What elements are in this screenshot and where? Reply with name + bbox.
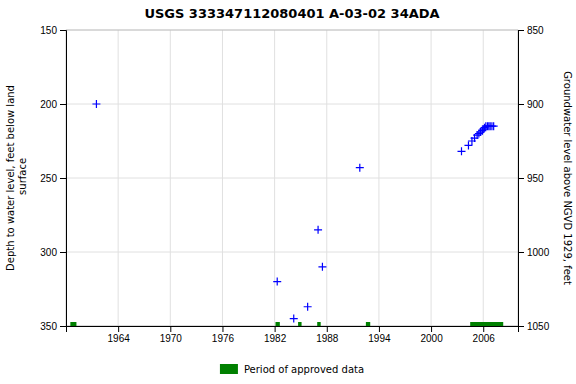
axis-line	[67, 327, 519, 333]
tick-label: 200	[40, 99, 57, 110]
tick: 300	[40, 247, 66, 258]
tick: 1994	[368, 326, 391, 344]
tick-mark	[275, 326, 276, 332]
point	[290, 315, 298, 323]
tick-mark	[60, 252, 66, 253]
point	[314, 226, 322, 234]
tick-mark	[118, 326, 119, 332]
point	[92, 100, 100, 108]
tick: 1000	[518, 247, 550, 258]
tick: 950	[518, 173, 544, 184]
tick-mark	[431, 326, 432, 332]
tick-label: 2000	[420, 333, 443, 344]
tick-label: 1982	[264, 333, 287, 344]
tick: 1976	[212, 326, 235, 344]
approved-period	[298, 322, 301, 326]
legend-swatch	[220, 364, 238, 374]
tick-label: 1050	[527, 321, 550, 332]
tick-mark	[518, 178, 524, 179]
y2-axis: 1050 1000 950 900 850	[518, 25, 550, 332]
tick: 1982	[264, 326, 287, 344]
grid-line	[66, 252, 518, 253]
grid	[66, 30, 518, 326]
tick-label: 1988	[316, 333, 339, 344]
tick: 150	[40, 25, 66, 36]
x-axis: 1964 1970 1976 1982 1988 1994 2000 2006	[67, 326, 519, 344]
tick-mark	[379, 326, 380, 332]
tick: 1964	[108, 326, 131, 344]
tick-mark	[60, 178, 66, 179]
legend: Period of approved data	[220, 364, 364, 375]
approved-period	[317, 322, 320, 326]
grid-line	[66, 178, 518, 179]
approved-period	[366, 322, 370, 326]
point	[458, 147, 466, 155]
tick: 2000	[420, 326, 443, 344]
tick-label: 1970	[160, 333, 183, 344]
plot-frame	[66, 30, 518, 326]
grid-line	[66, 104, 518, 105]
approved-period	[70, 322, 76, 326]
legend-item: Period of approved data	[220, 364, 364, 375]
y-axis: 150 200 250 300 350	[40, 25, 66, 332]
tick-mark	[518, 104, 524, 105]
tick-label: 850	[527, 25, 544, 36]
legend-label: Period of approved data	[244, 364, 364, 375]
approved-period	[275, 322, 279, 326]
tick: 850	[518, 25, 544, 36]
tick-label: 1000	[527, 247, 550, 258]
tick-mark	[60, 104, 66, 105]
point	[273, 278, 281, 286]
series	[92, 100, 497, 323]
approved-period	[470, 322, 503, 326]
tick-label: 950	[527, 173, 544, 184]
tick-label: 1964	[108, 333, 131, 344]
title: USGS 333347112080401 A-03-02 34ADA	[144, 6, 439, 21]
axis-line	[519, 31, 525, 327]
tick-mark	[327, 326, 328, 332]
tick: 350	[40, 321, 66, 332]
tick: 250	[40, 173, 66, 184]
tick-mark	[222, 326, 223, 332]
tick-label: 900	[527, 99, 544, 110]
plot: 1964 1970 1976 1982 1988 1994 2000 2006 150 200 25…	[40, 25, 549, 344]
tick-label: 300	[40, 247, 57, 258]
axis-line	[60, 31, 67, 327]
point	[318, 263, 326, 271]
tick-label: 2006	[473, 333, 496, 344]
tick-label: 1994	[368, 333, 391, 344]
y-axis-label: Depth to water level, feet below land su…	[5, 85, 28, 271]
tick: 2006	[473, 326, 496, 344]
tick-mark	[483, 326, 484, 332]
point	[356, 164, 364, 172]
tick-mark	[60, 326, 66, 327]
tick-label: 150	[40, 25, 57, 36]
tick: 900	[518, 99, 544, 110]
point	[304, 303, 312, 311]
tick: 200	[40, 99, 66, 110]
tick-mark	[170, 326, 171, 332]
tick-label: 1976	[212, 333, 235, 344]
point	[490, 122, 498, 130]
tick: 1050	[518, 321, 550, 332]
tick-mark	[518, 30, 524, 31]
point	[464, 141, 472, 149]
series	[70, 322, 503, 326]
tick: 1970	[160, 326, 183, 344]
chart: 1964 1970 1976 1982 1988 1994 2000 2006 150 200 25…	[0, 0, 576, 384]
y2-axis-label: Groundwater level above NGVD 1929, feet	[562, 71, 573, 285]
tick-mark	[518, 252, 524, 253]
tick-mark	[518, 326, 524, 327]
tick-label: 250	[40, 173, 57, 184]
tick-label: 350	[40, 321, 57, 332]
tick-mark	[60, 30, 66, 31]
tick: 1988	[316, 326, 339, 344]
marks	[70, 100, 503, 326]
